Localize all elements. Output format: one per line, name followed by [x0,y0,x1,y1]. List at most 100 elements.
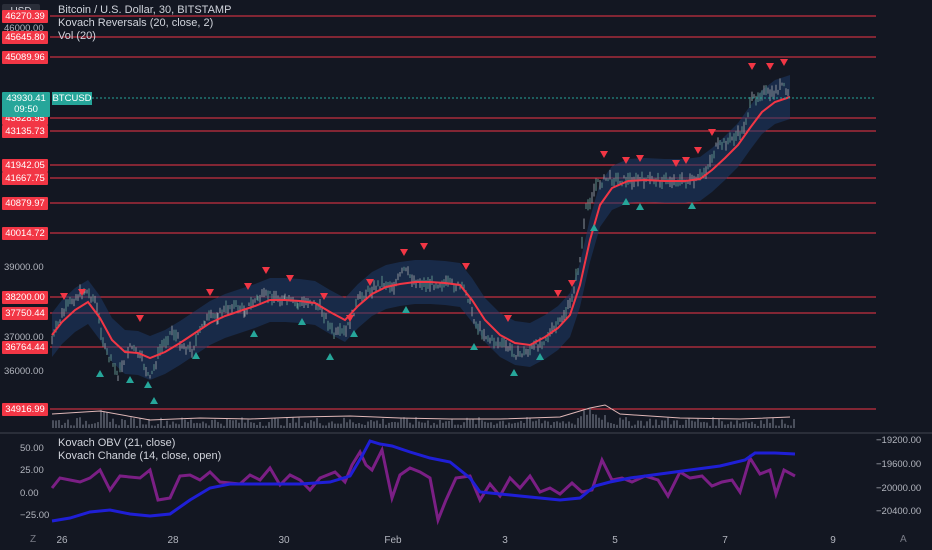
volume-bar [574,424,576,428]
volume-bar [298,417,300,428]
volume-bar [460,424,462,428]
buy-signal-marker [688,202,696,209]
legend-chande[interactable]: Kovach Chande (14, close, open) [58,450,222,462]
volume-bar [256,424,258,428]
volume-bar [676,420,678,428]
time-axis[interactable]: Z 26 28 30 Feb 3 5 7 9 A [0,530,932,550]
oscillator-tick-label: −25.00 [20,510,50,521]
volume-bar [529,417,531,428]
volume-bar [616,424,618,428]
volume-bar [787,425,789,428]
volume-bar [700,422,702,428]
sell-signal-marker [766,63,774,70]
pane-separator[interactable] [0,432,932,434]
volume-bar [415,417,417,428]
volume-bar [322,425,324,428]
legend-obv[interactable]: Kovach OBV (21, close) [58,437,176,449]
volume-bar [442,422,444,428]
oscillator-chart[interactable] [0,434,932,530]
buy-signal-marker [636,203,644,210]
auto-scale-icon[interactable]: A [900,534,907,545]
legend-indicator-volume[interactable]: Vol (20) [58,30,96,42]
volume-bar [490,422,492,428]
volume-bar [649,418,651,428]
volume-bar [262,425,264,428]
zoom-icon[interactable]: Z [30,534,37,545]
volume-bar [523,423,525,428]
volume-bar [706,422,708,428]
volume-bar [535,420,537,428]
volume-bar [427,420,429,428]
volume-bar [655,419,657,428]
legend-symbol[interactable]: Bitcoin / U.S. Dollar, 30, BITSTAMP [58,4,232,16]
volume-bar [502,420,504,428]
volume-bar [79,417,81,428]
volume-bar [631,425,633,428]
sell-signal-marker [136,315,144,322]
volume-bar [304,422,306,428]
volume-bar [577,418,579,428]
volume-bar [586,414,588,428]
volume-bar [373,421,375,428]
time-tick-label: 9 [830,535,836,546]
volume-bar [91,423,93,428]
level-price-badge: 43135.73 [2,125,48,138]
time-tick-label: 7 [722,535,728,546]
volume-bar [637,420,639,428]
volume-bar [439,419,441,428]
price-pane[interactable] [0,0,932,432]
volume-bar [601,419,603,428]
volume-bar [112,418,114,428]
volume-bar [133,418,135,428]
volume-bar [325,425,327,428]
time-tick-label: 30 [278,535,290,546]
volume-bar [301,425,303,428]
volume-bar [193,423,195,428]
volume-bar [583,410,585,428]
level-price-badge: 40879.97 [2,197,48,210]
volume-bar [55,420,57,428]
sell-signal-marker [780,59,788,66]
level-price-badge: 40014.72 [2,227,48,240]
time-tick-label: 3 [502,535,508,546]
oscillator-pane[interactable] [0,434,932,530]
buy-signal-marker [326,353,334,360]
time-tick-label: 26 [56,535,68,546]
volume-bar [217,422,219,428]
buy-signal-marker [622,198,630,205]
volume-bar [307,423,309,428]
volume-bar [370,420,372,428]
legend-indicator-reversals[interactable]: Kovach Reversals (20, close, 2) [58,17,214,29]
volume-bar [289,423,291,428]
level-price-badge: 37750.44 [2,307,48,320]
volume-bar [643,425,645,428]
volume-bar [742,421,744,428]
volume-bar [538,419,540,428]
obv-tick-label: −19200.00 [876,435,922,446]
volume-bar [214,419,216,428]
volume-bar [652,425,654,428]
volume-bar [130,417,132,428]
volume-bar [685,419,687,428]
sell-signal-marker [554,290,562,297]
price-tick-label: 46000.00 [4,23,44,34]
volume-bar [352,422,354,428]
volume-bar [634,424,636,428]
volume-bar [121,419,123,428]
volatility-band [52,75,790,380]
volume-bar [562,421,564,428]
volume-bar [145,424,147,428]
price-chart[interactable] [0,0,932,432]
volume-bar [88,424,90,428]
volume-bar [475,424,477,428]
volume-bar [364,424,366,428]
volume-bar [658,424,660,428]
volume-bar [73,425,75,428]
volume-bar [232,420,234,428]
volume-bar [61,424,63,428]
volume-bar [772,417,774,428]
level-price-badge: 41942.05 [2,159,48,172]
volume-bar [679,425,681,428]
volume-bar [175,423,177,428]
volume-bar [763,423,765,428]
